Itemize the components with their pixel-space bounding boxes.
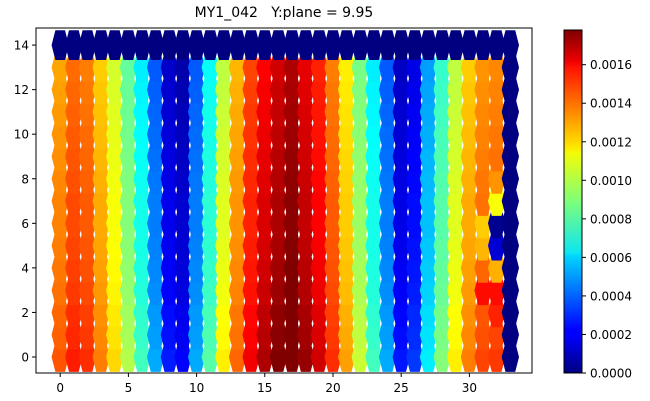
colorbar-tick-label: 0.0010	[590, 174, 632, 188]
x-tick-label: 25	[394, 381, 409, 395]
colorbar-tick-label: 0.0002	[590, 328, 632, 342]
hex-cell	[92, 30, 110, 60]
hex-cell	[201, 30, 219, 60]
y-tick-label: 12	[14, 83, 29, 97]
hex-cell	[215, 30, 233, 60]
hex-cell	[160, 30, 179, 60]
hex-cell	[378, 30, 397, 60]
hex-cell	[433, 30, 451, 60]
y-tick-label: 4	[21, 261, 29, 275]
hex-cell	[487, 30, 506, 60]
hex-cell	[256, 30, 274, 60]
colorbar	[563, 29, 583, 374]
hex-cell	[392, 30, 410, 60]
hex-cell	[365, 30, 383, 60]
y-tick-label: 0	[21, 351, 29, 365]
colorbar-tick-label: 0.0004	[590, 289, 632, 303]
hex-cell	[65, 30, 83, 60]
y-tick-label: 2	[21, 306, 29, 320]
colorbar-tick-label: 0.0008	[590, 212, 632, 226]
hex-cell	[146, 30, 165, 60]
hex-cell	[460, 30, 479, 60]
hex-cell	[283, 30, 301, 60]
hex-cell	[406, 30, 424, 60]
x-axis: 0 5 10 15 20 25 30	[56, 373, 477, 395]
y-tick-label: 14	[14, 39, 29, 53]
hex-cell	[228, 30, 247, 60]
x-tick-label: 10	[189, 381, 204, 395]
colorbar-axis: 0.0000 0.0002 0.0004 0.0006 0.0008 0.0010 0.00…	[582, 58, 632, 381]
hex-cell	[501, 30, 520, 60]
x-tick-label: 5	[125, 381, 133, 395]
hex-cell	[269, 30, 288, 60]
colorbar-tick-label: 0.0016	[590, 58, 632, 72]
hex-cell	[324, 30, 342, 60]
x-tick-label: 30	[462, 381, 477, 395]
hex-cell	[242, 30, 260, 60]
hex-cell	[51, 30, 69, 60]
x-tick-label: 20	[325, 381, 340, 395]
hex-cell	[447, 30, 465, 60]
hex-cell	[106, 30, 124, 60]
hex-cell	[474, 30, 492, 60]
hex-cell	[174, 30, 192, 60]
colorbar-tick-label: 0.0000	[590, 367, 632, 381]
colorbar-tick-label: 0.0006	[590, 251, 632, 265]
colorbar-tick-label: 0.0012	[590, 135, 632, 149]
hex-cell	[297, 30, 315, 60]
hex-cell	[119, 30, 138, 60]
hex-cell	[133, 30, 151, 60]
y-axis: 0 2 4 6 8 10 12 14	[14, 39, 36, 365]
hex-cell	[337, 30, 356, 60]
y-tick-label: 8	[21, 172, 29, 186]
hex-cell	[187, 30, 206, 60]
hex-cell	[310, 30, 329, 60]
axes-frame	[35, 27, 533, 374]
hexbin-cells	[51, 30, 520, 372]
y-tick-label: 6	[21, 217, 29, 231]
colorbar-tick-label: 0.0014	[590, 97, 632, 111]
y-tick-label: 10	[14, 128, 29, 142]
chart-title: MY1_042 Y:plane = 9.95	[194, 5, 374, 21]
x-tick-label: 15	[257, 381, 272, 395]
hex-cell	[419, 30, 438, 60]
hex-cell	[78, 30, 97, 60]
hex-cell	[351, 30, 369, 60]
x-tick-label: 0	[56, 381, 64, 395]
